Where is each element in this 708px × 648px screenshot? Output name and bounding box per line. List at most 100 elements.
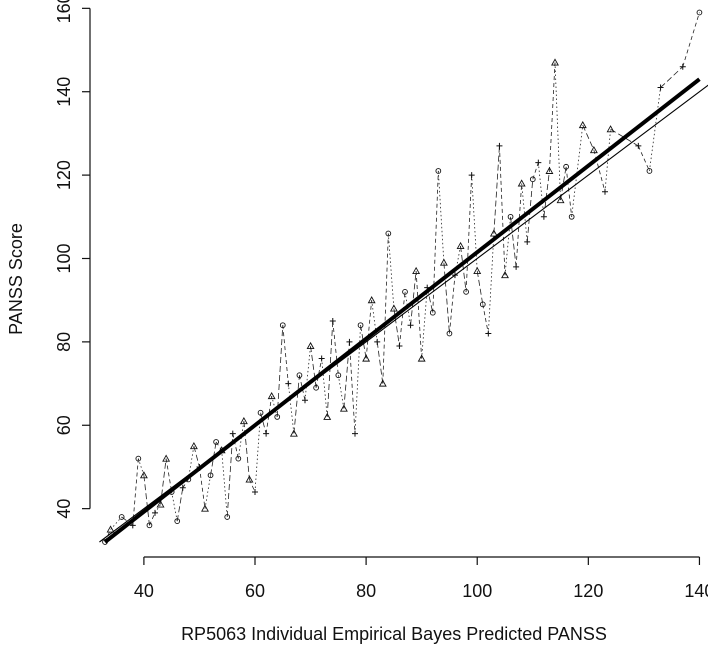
subject-trajectory-segment: [143, 475, 150, 526]
data-point: [378, 379, 387, 387]
subject-trajectory-segment: [493, 145, 500, 234]
data-point: [489, 229, 498, 237]
x-axis-title: RP5063 Individual Empirical Bayes Predic…: [181, 624, 607, 644]
data-point: [274, 414, 281, 420]
y-tick-label: 100: [54, 243, 74, 273]
subject-trajectory-segment: [221, 450, 228, 518]
data-point: [285, 380, 292, 387]
data-point: [257, 409, 264, 416]
data-point: [635, 142, 642, 149]
data-point: [679, 63, 686, 70]
subject-trajectory-segment: [660, 66, 684, 88]
subject-trajectory-segment: [304, 346, 311, 401]
subject-trajectory-segment: [549, 62, 556, 171]
data-point: [473, 266, 482, 275]
subject-trajectory-segment: [337, 375, 345, 409]
data-point: [146, 522, 153, 529]
x-tick-label: 140: [684, 581, 708, 601]
subject-trajectory-segment: [604, 129, 611, 192]
data-point: [468, 172, 475, 179]
data-point: [213, 439, 219, 445]
data-point: [207, 472, 214, 479]
subject-trajectory-segment: [449, 275, 456, 334]
subject-trajectory-segment: [443, 262, 450, 334]
data-point: [556, 195, 565, 204]
data-point: [263, 430, 270, 437]
subject-trajectory-segment: [649, 87, 661, 171]
subject-trajectory-segment: [310, 345, 317, 388]
y-tick-label: 140: [54, 77, 74, 107]
data-point: [189, 441, 198, 450]
data-point: [156, 500, 165, 508]
x-tick-label: 60: [245, 581, 265, 601]
y-tick-label: 40: [54, 499, 74, 519]
data-point: [412, 266, 421, 275]
data-point: [245, 475, 254, 483]
subject-trajectory-segment: [199, 466, 206, 509]
subject-trajectory-segment: [210, 441, 217, 476]
subject-trajectory-segment: [110, 516, 122, 530]
data-point: [229, 430, 236, 437]
subject-trajectory-segment: [532, 162, 539, 180]
y-axis-title: PANSS Score: [6, 223, 26, 335]
subject-trajectory-segment: [260, 412, 267, 434]
subject-trajectory-segment: [226, 433, 234, 518]
data-point: [417, 354, 426, 362]
data-point: [563, 163, 569, 170]
data-point: [657, 84, 664, 91]
data-point: [296, 372, 303, 379]
data-point: [323, 412, 332, 420]
subject-trajectory-segment: [610, 128, 639, 147]
data-point: [129, 522, 136, 529]
subject-trajectory-segment: [276, 325, 284, 417]
data-point: [435, 168, 442, 174]
subject-trajectory-segment: [165, 458, 173, 493]
subject-trajectory-segment: [510, 216, 517, 267]
x-tick-label: 80: [356, 581, 376, 601]
data-point: [496, 142, 503, 149]
data-point: [357, 322, 364, 329]
subject-trajectory-segment: [137, 458, 145, 476]
subject-trajectory-segment: [349, 341, 356, 434]
data-point: [602, 188, 608, 195]
subject-trajectory-segment: [171, 491, 178, 522]
data-point: [501, 271, 509, 279]
data-point: [696, 9, 703, 16]
data-point: [329, 318, 336, 325]
data-point: [352, 430, 358, 437]
data-point: [529, 176, 536, 183]
subject-trajectory-segment: [465, 175, 473, 292]
data-point: [385, 230, 392, 237]
data-point: [139, 471, 148, 479]
x-tick-label: 40: [134, 581, 154, 601]
subject-trajectory-segment: [582, 124, 595, 151]
data-point: [302, 397, 308, 404]
subject-trajectory-segment: [387, 233, 395, 309]
subject-trajectory-segment: [371, 300, 378, 342]
data-point: [362, 354, 371, 362]
subject-trajectory-segment: [571, 125, 584, 217]
data-point: [346, 338, 353, 345]
data-point: [463, 288, 469, 295]
subject-trajectory-segment: [187, 446, 195, 480]
subject-trajectory-segment: [554, 62, 561, 201]
data-point: [446, 330, 453, 337]
data-point: [513, 263, 520, 270]
data-point: [568, 213, 575, 220]
data-point: [135, 455, 142, 462]
data-point: [407, 322, 414, 329]
subject-trajectory-segment: [487, 233, 495, 334]
x-tick-label: 120: [573, 581, 603, 601]
subject-trajectory-segment: [204, 475, 211, 509]
subject-trajectory-segment: [521, 183, 528, 242]
subject-trajectory-segment: [476, 270, 484, 305]
data-point: [479, 301, 486, 308]
data-point: [589, 145, 598, 154]
data-point: [289, 429, 298, 437]
subject-trajectory-segment: [593, 149, 606, 192]
subject-trajectory-segment: [399, 291, 406, 347]
data-point: [201, 504, 209, 512]
subject-trajectory-segment: [482, 304, 489, 334]
subject-trajectory-segment: [176, 487, 184, 522]
